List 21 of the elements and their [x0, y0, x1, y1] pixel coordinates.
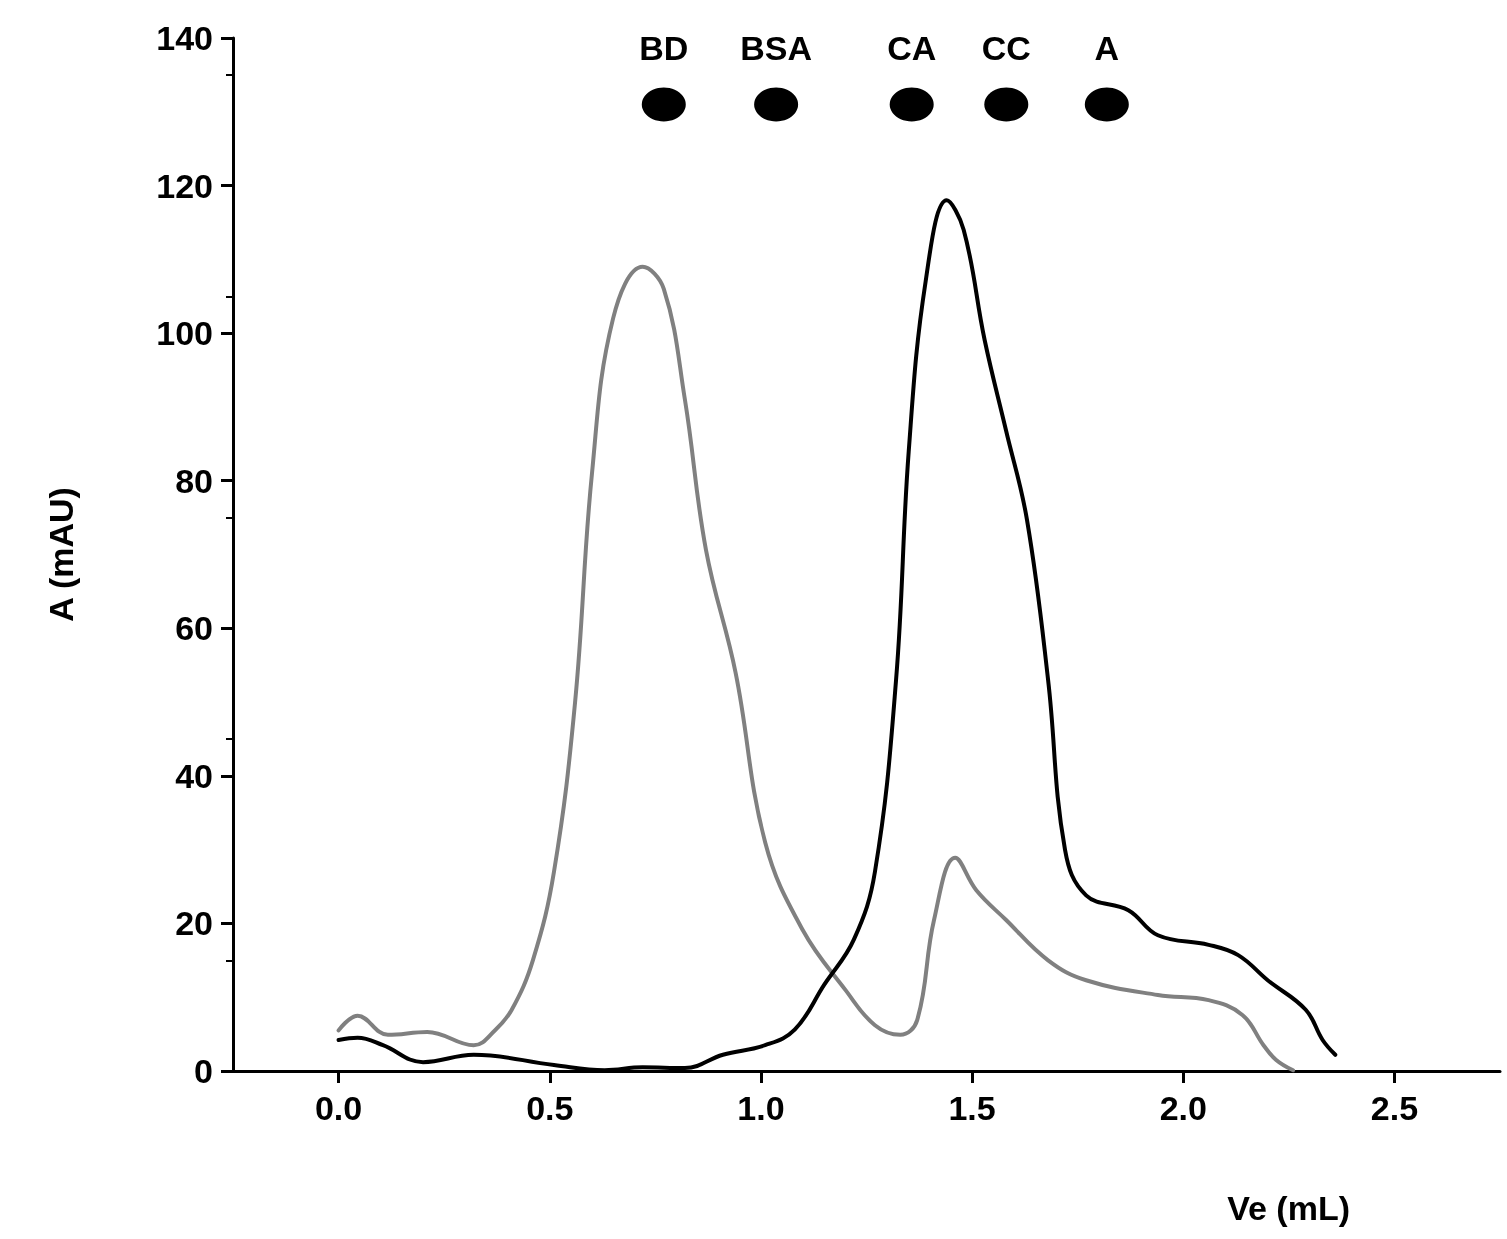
y-tick-label: 60	[175, 609, 213, 648]
data-label: BSA	[740, 29, 813, 68]
y-tick-label: 120	[156, 166, 213, 205]
y-tick-label: 0	[194, 1052, 213, 1090]
y-tick-label: 80	[175, 461, 213, 500]
y-tick-label: 100	[156, 314, 213, 353]
x-tick-label: 1.5	[948, 1089, 996, 1127]
y-tick-label: 20	[175, 904, 213, 943]
x-tick-label: 2.5	[1370, 1089, 1419, 1127]
y-axis-title: A (mAU)	[42, 487, 80, 622]
y-tick-label: 140	[156, 19, 213, 57]
data-label: CA	[887, 29, 937, 68]
y-tick-label: 40	[175, 756, 213, 795]
data-label: BD	[639, 29, 689, 68]
data-label: A	[1094, 29, 1120, 68]
x-axis-title: Ve (mL)	[1227, 1189, 1350, 1227]
x-tick-label: 2.0	[1159, 1089, 1207, 1127]
x-tick-label: 0.5	[526, 1089, 574, 1127]
data-label: CC	[981, 29, 1031, 68]
x-tick-label: 1.0	[737, 1089, 785, 1127]
x-tick-label: 0.0	[314, 1089, 363, 1127]
